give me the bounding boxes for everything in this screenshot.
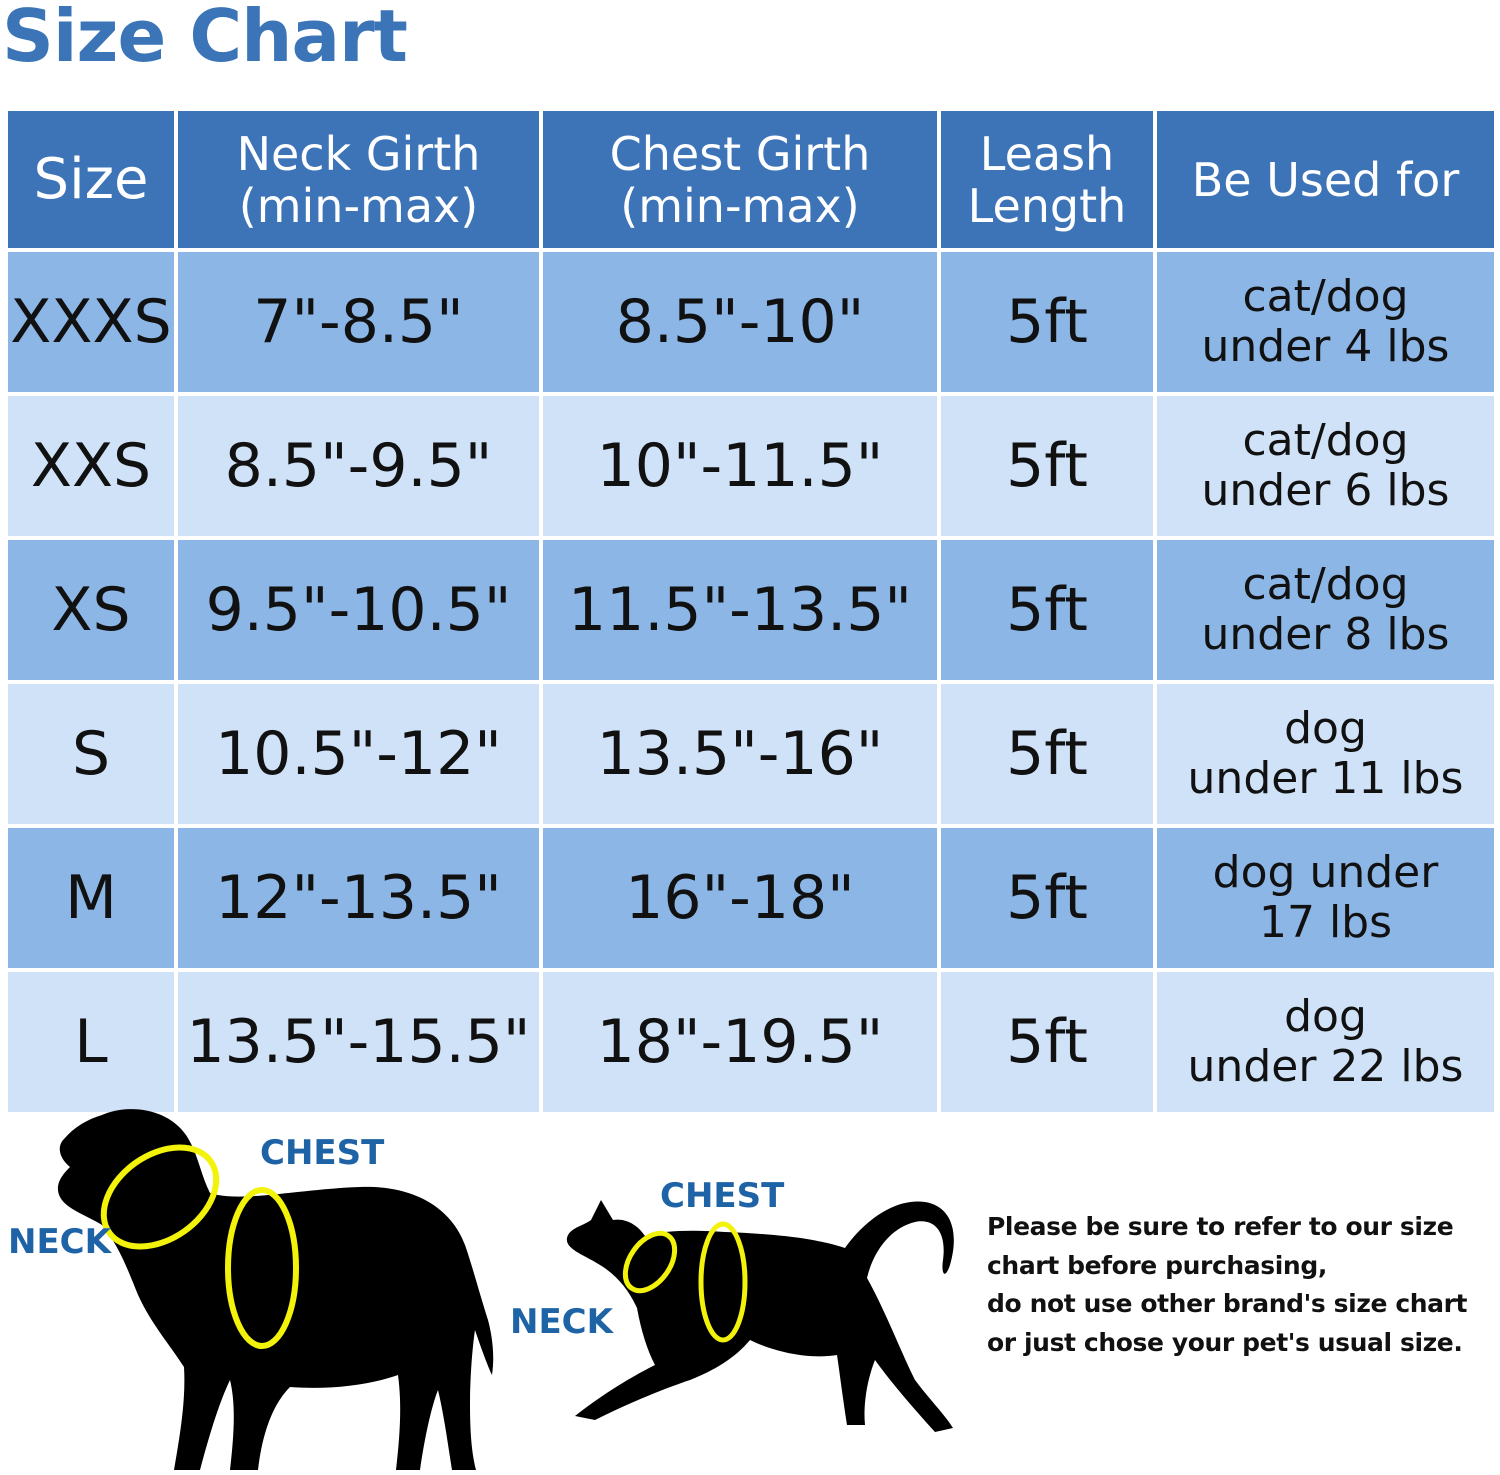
page-title: Size Chart <box>2 0 408 78</box>
header-neck-line-2: (min-max) <box>238 178 479 233</box>
chest-girth-cell: 13.5"-16" <box>539 680 941 828</box>
be-used-for-line: dog <box>1284 991 1367 1042</box>
leash-length-cell: 5ft <box>937 968 1157 1116</box>
neck-girth-cell: 8.5"-9.5" <box>174 392 543 540</box>
be-used-for-cell: dog under 17 lbs <box>1153 824 1498 972</box>
table-row: M 12"-13.5" 16"-18" 5ft dog under 17 lbs <box>4 824 1498 972</box>
size-cell: XS <box>4 536 178 684</box>
header-neck-line-1: Neck Girth <box>236 126 481 181</box>
be-used-for-line: dog <box>1284 703 1367 754</box>
note-line-2: chart before purchasing, <box>987 1250 1327 1280</box>
be-used-for-line: 17 lbs <box>1258 897 1393 948</box>
neck-girth-cell: 9.5"-10.5" <box>174 536 543 684</box>
cat-neck-ring <box>622 1230 678 1294</box>
dog-neck-label: NECK <box>8 1222 111 1262</box>
size-cell: XXXS <box>4 248 178 396</box>
header-chest-girth: Chest Girth (min-max) <box>539 107 941 252</box>
header-chest-line-1: Chest Girth <box>609 126 871 181</box>
table-row: S 10.5"-12" 13.5"-16" 5ft dog under 11 lbs <box>4 680 1498 828</box>
be-used-for-line: cat/dog <box>1242 415 1409 466</box>
size-cell: S <box>4 680 178 828</box>
header-leash-line-1: Leash <box>979 126 1115 181</box>
table-header-row: Size Neck Girth (min-max) Chest Girth (m… <box>4 107 1498 252</box>
chest-girth-cell: 18"-19.5" <box>539 968 941 1116</box>
be-used-for-cell: cat/dog under 8 lbs <box>1153 536 1498 684</box>
table-row: XXS 8.5"-9.5" 10"-11.5" 5ft cat/dog under 6 l… <box>4 392 1498 540</box>
leash-length-cell: 5ft <box>937 248 1157 396</box>
leash-length-cell: 5ft <box>937 824 1157 972</box>
header-leash-line-2: Length <box>967 178 1127 233</box>
cat-neck-label: NECK <box>510 1302 613 1342</box>
dog-chest-ring <box>225 1187 299 1349</box>
size-chart-table: Size Neck Girth (min-max) Chest Girth (m… <box>4 107 1498 1116</box>
be-used-for-line: under 22 lbs <box>1187 1041 1464 1092</box>
chest-girth-cell: 8.5"-10" <box>539 248 941 396</box>
be-used-for-line: under 4 lbs <box>1201 321 1450 372</box>
chest-girth-cell: 16"-18" <box>539 824 941 972</box>
chest-girth-cell: 11.5"-13.5" <box>539 536 941 684</box>
neck-girth-cell: 10.5"-12" <box>174 680 543 828</box>
table-row: XXXS 7"-8.5" 8.5"-10" 5ft cat/dog under 4 lbs <box>4 248 1498 396</box>
be-used-for-cell: dog under 11 lbs <box>1153 680 1498 828</box>
chest-girth-cell: 10"-11.5" <box>539 392 941 540</box>
dog-chest-label: CHEST <box>260 1133 385 1173</box>
dog-neck-ring <box>100 1144 220 1250</box>
be-used-for-line: under 6 lbs <box>1201 465 1450 516</box>
purchase-note: Please be sure to refer to our size char… <box>987 1208 1497 1362</box>
cat-silhouette <box>566 1200 954 1432</box>
header-neck-girth: Neck Girth (min-max) <box>174 107 543 252</box>
be-used-for-line: cat/dog <box>1242 559 1409 610</box>
table-row: L 13.5"-15.5" 18"-19.5" 5ft dog under 22 lbs <box>4 968 1498 1116</box>
size-cell: L <box>4 968 178 1116</box>
be-used-for-line: under 8 lbs <box>1201 609 1450 660</box>
neck-girth-cell: 7"-8.5" <box>174 248 543 396</box>
note-line-4: or just chose your pet's usual size. <box>987 1327 1463 1357</box>
leash-length-cell: 5ft <box>937 536 1157 684</box>
header-chest-line-2: (min-max) <box>620 178 860 233</box>
leash-length-cell: 5ft <box>937 392 1157 540</box>
note-line-1: Please be sure to refer to our size <box>987 1212 1454 1241</box>
table-row: XS 9.5"-10.5" 11.5"-13.5" 5ft cat/dog under 8… <box>4 536 1498 684</box>
note-line-3: do not use other brand's size chart <box>987 1289 1468 1318</box>
cat-chest-ring <box>698 1221 748 1343</box>
be-used-for-line: cat/dog <box>1242 271 1409 322</box>
dog-silhouette <box>57 1109 494 1470</box>
be-used-for-line: dog under <box>1212 847 1439 898</box>
header-be-used-for: Be Used for <box>1153 107 1498 252</box>
be-used-for-cell: cat/dog under 4 lbs <box>1153 248 1498 396</box>
size-cell: XXS <box>4 392 178 540</box>
neck-girth-cell: 12"-13.5" <box>174 824 543 972</box>
neck-girth-cell: 13.5"-15.5" <box>174 968 543 1116</box>
be-used-for-cell: cat/dog under 6 lbs <box>1153 392 1498 540</box>
cat-chest-label: CHEST <box>660 1176 785 1216</box>
cat-silhouette-diagram <box>566 1200 954 1432</box>
be-used-for-line: under 11 lbs <box>1187 753 1464 804</box>
be-used-for-cell: dog under 22 lbs <box>1153 968 1498 1116</box>
header-leash-length: Leash Length <box>937 107 1157 252</box>
size-cell: M <box>4 824 178 972</box>
dog-silhouette-diagram <box>57 1109 494 1470</box>
header-size: Size <box>4 107 178 252</box>
leash-length-cell: 5ft <box>937 680 1157 828</box>
